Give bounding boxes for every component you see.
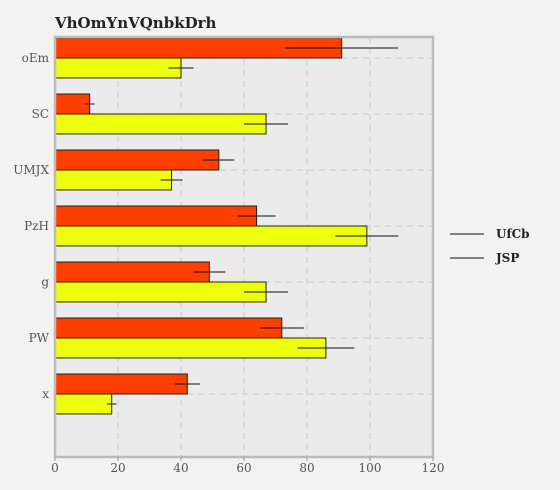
bar-JSP-UMJX (54, 169, 173, 191)
bar-UfCb-UMJX (54, 149, 220, 171)
x-tick-label: 20 (110, 461, 125, 475)
bar-UfCb-SC (54, 93, 91, 115)
y-tick-label: PW (29, 331, 50, 345)
y-tick-label: g (41, 275, 49, 289)
x-tick-label: 0 (51, 461, 59, 475)
x-tick-label: 80 (299, 461, 314, 475)
x-tick-label: 40 (173, 461, 188, 475)
bar-JSP-oEm (54, 57, 182, 79)
chart-title: VhOmYnVQnbkDrh (54, 14, 216, 32)
bar-UfCb-g (54, 261, 210, 283)
x-tick-labels: 0 20 40 60 80 100 120 (51, 457, 444, 475)
legend-label-JSP: JSP (495, 251, 519, 265)
y-tick-label: PzH (24, 219, 49, 233)
y-tick-label: x (42, 387, 49, 401)
y-tick-label: oEm (22, 51, 50, 65)
bar-UfCb-x (54, 373, 188, 395)
error-bars (84, 47, 399, 405)
bar-JSP-PW (54, 337, 327, 359)
legend-label-UfCb: UfCb (496, 227, 530, 241)
bar-JSP-PzH (54, 225, 368, 247)
bar-UfCb-PW (54, 317, 283, 339)
legend: UfCb JSP (450, 227, 530, 265)
y-tick-label: SC (32, 107, 49, 121)
y-tick-label: UMJX (13, 163, 49, 177)
bar-UfCb-PzH (54, 205, 258, 227)
bar-JSP-x (54, 393, 113, 415)
bar-JSP-SC (54, 113, 267, 135)
x-tick-label: 60 (236, 461, 251, 475)
x-tick-label: 100 (359, 461, 382, 475)
bar-JSP-g (54, 281, 267, 303)
y-tick-labels: oEm SC UMJX PzH g PW x (13, 51, 49, 401)
x-tick-label: 120 (422, 461, 445, 475)
